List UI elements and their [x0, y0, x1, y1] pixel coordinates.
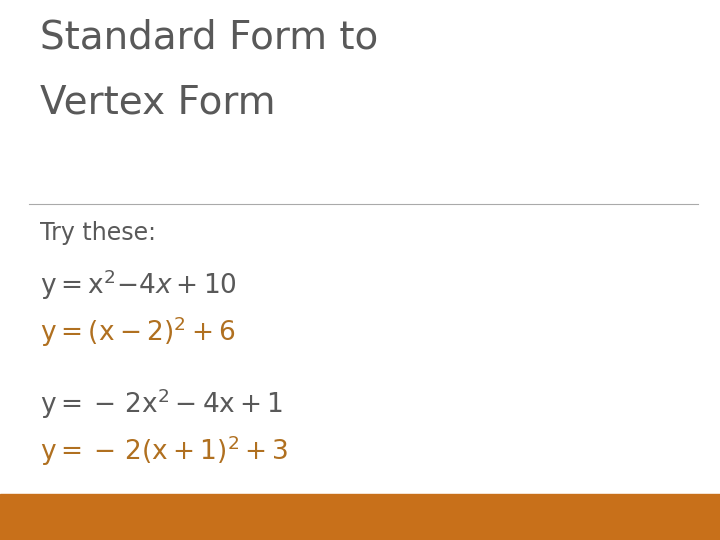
- Text: Try these:: Try these:: [40, 221, 156, 245]
- Text: Vertex Form: Vertex Form: [40, 84, 275, 122]
- Text: Standard Form to: Standard Form to: [40, 19, 378, 57]
- Text: $\mathregular{y = -\,2x^2 - 4x + 1}$: $\mathregular{y = -\,2x^2 - 4x + 1}$: [40, 386, 283, 421]
- Text: $\mathregular{y = (x - 2)^2 + 6}$: $\mathregular{y = (x - 2)^2 + 6}$: [40, 314, 235, 349]
- Text: $\mathregular{y = x^2}$$ - 4x + 10$: $\mathregular{y = x^2}$$ - 4x + 10$: [40, 267, 237, 302]
- Bar: [0, 494, 720, 540]
- Text: $\mathregular{y = -\,2(x + 1)^2 + 3}$: $\mathregular{y = -\,2(x + 1)^2 + 3}$: [40, 433, 288, 468]
